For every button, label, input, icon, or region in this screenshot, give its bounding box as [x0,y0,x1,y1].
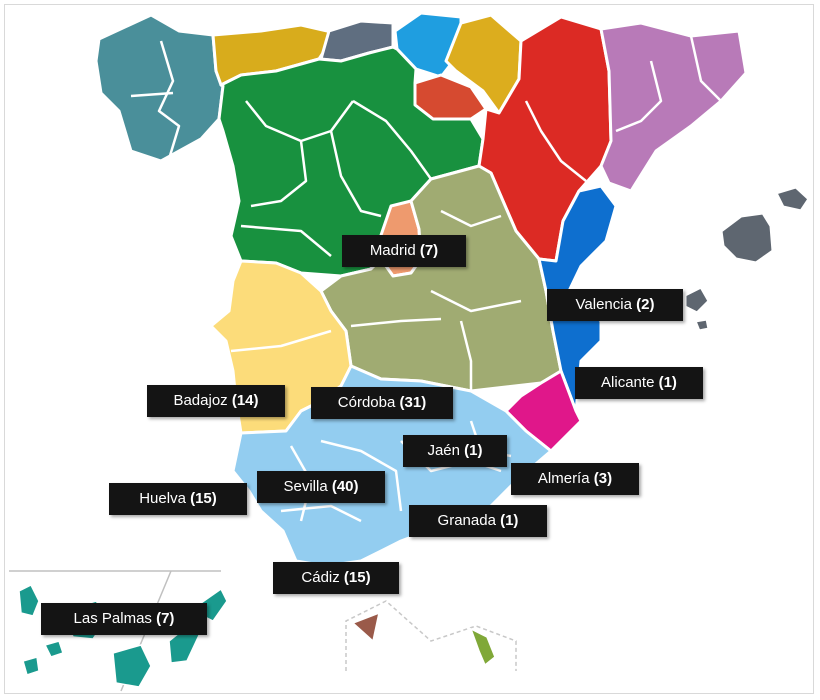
label-granada-name: Granada [437,512,496,529]
region-baleares-ibiza[interactable] [683,285,711,315]
ceuta-melilla-inset [345,600,517,671]
label-sevilla: Sevilla (40) [257,471,385,503]
label-las-palmas-name: Las Palmas [73,610,152,627]
label-cadiz-count: (15) [343,569,371,586]
label-granada-count: (1) [500,512,519,529]
region-canarias-la-gomera[interactable] [43,640,64,658]
label-huelva-name: Huelva [139,490,186,507]
label-almeria-name: Almería [537,470,590,487]
label-huelva: Huelva (15) [109,483,247,515]
region-baleares-formentera[interactable] [693,317,711,333]
region-baleares-mallorca[interactable] [719,211,775,265]
label-granada: Granada (1) [409,505,547,537]
label-alicante-count: (1) [658,374,677,391]
region-melilla[interactable] [469,627,496,667]
label-jaen: Jaén (1) [403,435,507,467]
region-ceuta[interactable] [351,611,381,643]
region-baleares-menorca[interactable] [774,185,811,213]
label-madrid: Madrid (7) [342,235,466,267]
label-badajoz: Badajoz (14) [147,385,285,417]
region-valencia[interactable] [537,184,618,413]
label-jaen-name: Jaén [427,442,460,459]
label-huelva-count: (15) [190,490,217,507]
label-cordoba: Córdoba (31) [311,387,453,419]
label-badajoz-name: Badajoz [173,392,228,409]
label-cadiz-name: Cádiz [301,569,340,586]
label-cordoba-count: (31) [399,394,427,411]
label-almeria-count: (3) [593,470,613,487]
label-las-palmas: Las Palmas (7) [41,603,207,635]
label-valencia-name: Valencia [575,296,632,313]
label-sevilla-name: Sevilla [283,478,328,495]
label-sevilla-count: (40) [331,478,359,495]
label-alicante-name: Alicante [601,374,655,391]
region-catalonia[interactable] [599,21,748,193]
region-canarias-la-palma[interactable] [18,583,40,617]
region-canarias-gran-canaria[interactable] [112,644,152,688]
label-las-palmas-count: (7) [156,610,175,627]
spain-map [9,11,811,692]
label-valencia-count: (2) [636,296,655,313]
label-madrid-name: Madrid [369,242,416,259]
map-frame: Madrid (7) Valencia (2) Alicante (1) Bad… [4,4,814,694]
label-alicante: Alicante (1) [575,367,703,399]
label-cadiz: Cádiz (15) [273,562,399,594]
label-cordoba-name: Córdoba [337,394,396,411]
region-galicia[interactable] [94,13,225,163]
label-valencia: Valencia (2) [547,289,683,321]
label-madrid-count: (7) [419,242,439,259]
label-almeria: Almería (3) [511,463,639,495]
region-canarias-el-hierro[interactable] [22,656,40,676]
label-badajoz-count: (14) [231,392,259,409]
label-jaen-count: (1) [464,442,483,459]
